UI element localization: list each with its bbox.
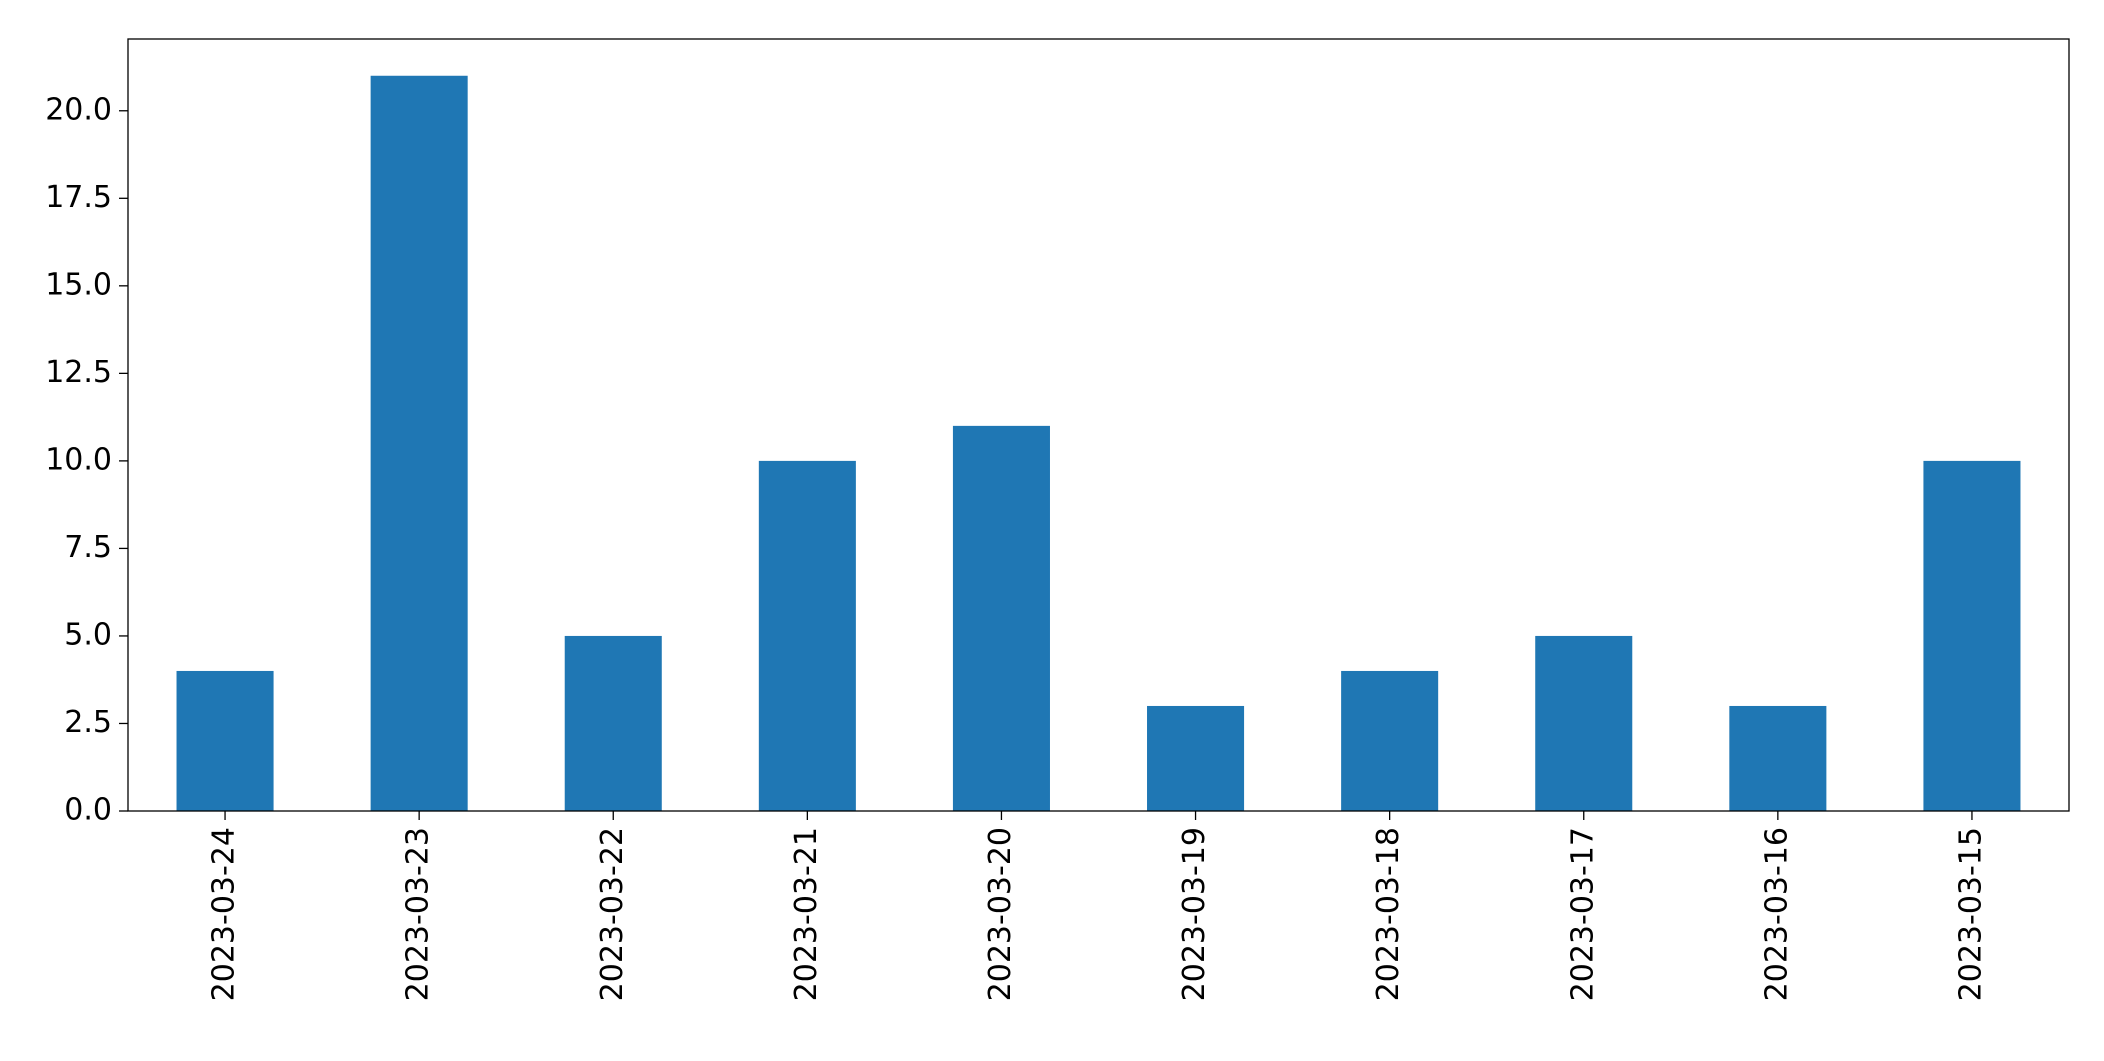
x-tick-label: 2023-03-21 [789,827,824,1001]
y-tick-label: 7.5 [64,530,112,565]
bar [1147,705,1245,811]
y-tick-label: 20.0 [45,92,112,127]
y-tick-label: 0.0 [64,793,112,828]
x-tick-label: 2023-03-17 [1565,827,1600,1001]
bar [564,635,662,811]
plot-frame [127,38,2070,812]
y-tick-label: 12.5 [45,355,112,390]
y-tick-label: 17.5 [45,180,112,215]
x-tick-label: 2023-03-24 [207,827,242,1001]
x-tick-label: 2023-03-15 [1953,827,1988,1001]
y-tick-label: 5.0 [64,617,112,652]
bar [1535,635,1633,811]
y-tick-label: 15.0 [45,267,112,302]
x-tick-label: 2023-03-18 [1371,827,1406,1001]
bar [1341,670,1439,811]
bar [758,460,856,811]
y-tick-label: 10.0 [45,442,112,477]
bar [176,670,274,811]
x-tick-label: 2023-03-23 [401,827,436,1001]
bar [952,425,1050,811]
x-tick-label: 2023-03-16 [1759,827,1794,1001]
bar [1923,460,2021,811]
x-tick-label: 2023-03-19 [1177,827,1212,1001]
bar [1729,705,1827,811]
bar [370,75,468,811]
y-tick-label: 2.5 [64,705,112,740]
x-tick-label: 2023-03-20 [983,827,1018,1001]
x-tick-label: 2023-03-22 [595,827,630,1001]
